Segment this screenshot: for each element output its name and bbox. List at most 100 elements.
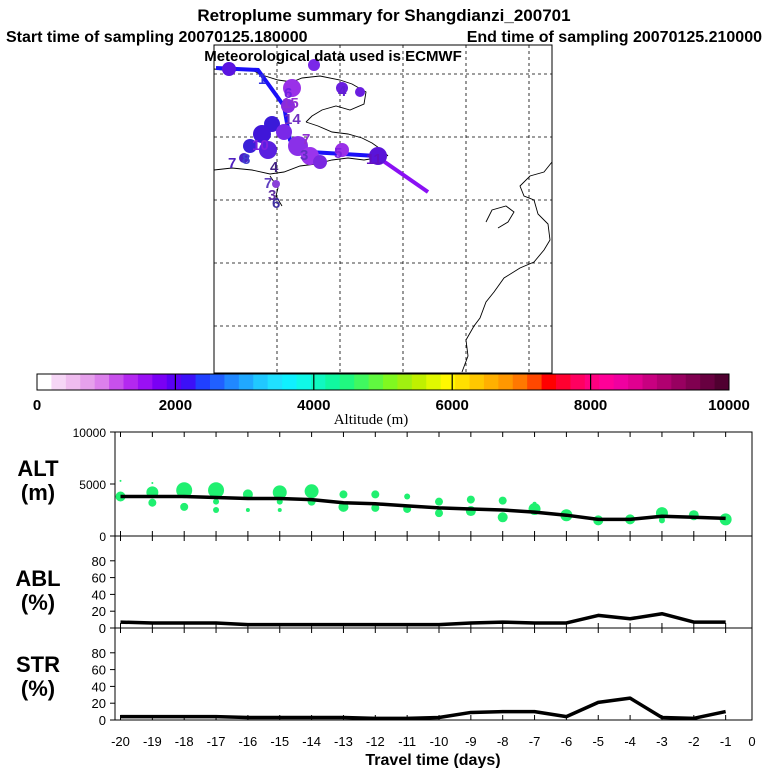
- alt-point: [404, 493, 411, 500]
- alt-point: [208, 482, 225, 499]
- alt-point: [435, 497, 443, 506]
- colorbar-tick-label: 4000: [297, 397, 330, 414]
- y-tick-label: 80: [92, 646, 106, 661]
- alt-unit: (m): [21, 480, 55, 505]
- plume-circle: [272, 180, 280, 188]
- colorbar-tick-label: 6000: [436, 397, 469, 414]
- y-tick-label: 5000: [79, 478, 106, 492]
- colorbar-swatch: [310, 374, 326, 390]
- alt-point: [213, 498, 220, 505]
- colorbar-swatch: [267, 374, 283, 390]
- day-label: 1: [258, 71, 266, 88]
- x-axis-title: Travel time (days): [365, 752, 500, 768]
- day-label: 7: [228, 155, 236, 172]
- colorbar-swatch: [426, 374, 442, 390]
- time-series-panels: ALT (m) ABL (%) STR (%): [15, 431, 753, 721]
- colorbar-swatch: [210, 374, 225, 390]
- plume-circle: [253, 125, 271, 143]
- colorbar-swatch: [368, 374, 384, 390]
- colorbar-swatch: [80, 374, 96, 390]
- alt-point: [371, 490, 380, 499]
- alt-point: [466, 495, 475, 504]
- alt-series: [115, 479, 732, 526]
- colorbar-tick-label: 8000: [574, 397, 607, 414]
- alt-line: [120, 494, 726, 522]
- map-panel: 1 6 4 7 8 5 3 11 10 4 7 6 3 14 15 7: [213, 44, 553, 374]
- x-tick-label: -17: [207, 734, 226, 749]
- colorbar-swatch: [584, 374, 600, 390]
- colorbar-swatch: [455, 374, 470, 390]
- plume-circle: [283, 79, 301, 97]
- y-tick-label: 10000: [73, 426, 107, 440]
- colorbar-tick-label: 2000: [159, 397, 192, 414]
- plume-circle: [336, 82, 348, 94]
- alt-point: [176, 482, 193, 499]
- colorbar-swatch: [181, 374, 197, 390]
- colorbar-frame: [36, 373, 730, 391]
- str-unit: (%): [21, 676, 55, 701]
- alt-point: [245, 508, 250, 512]
- day-label: 5: [334, 145, 342, 162]
- alt-panel-frame: [114, 431, 753, 537]
- altitude-colorbar: [36, 373, 730, 391]
- alt-point: [213, 507, 220, 513]
- colorbar-swatch: [642, 374, 658, 390]
- plume-circle: [369, 147, 387, 165]
- alt-point: [532, 501, 537, 506]
- x-tick-label: -2: [688, 734, 700, 749]
- x-tick-label: -1: [720, 734, 732, 749]
- x-tick-label: -3: [656, 734, 668, 749]
- colorbar-swatch: [65, 374, 81, 390]
- x-tick-label: -11: [398, 734, 416, 749]
- x-tick-label: -6: [561, 734, 573, 749]
- plume-circle: [222, 62, 236, 76]
- y-tick-label: 40: [92, 679, 106, 694]
- colorbar-swatch: [397, 374, 413, 390]
- map-frame: [213, 44, 553, 374]
- colorbar-swatch: [656, 374, 672, 390]
- day-label: 4: [270, 159, 279, 176]
- colorbar-swatch: [137, 374, 153, 390]
- colorbar-tick-label: 10000: [708, 397, 750, 414]
- y-tick-label: 0: [99, 530, 106, 544]
- x-tick-label: -19: [143, 734, 162, 749]
- y-tick-label: 40: [92, 587, 106, 602]
- start-time-label: Start time of sampling 20070125.180000: [6, 29, 308, 46]
- y-tick-label: 60: [92, 571, 106, 586]
- alt-point: [119, 479, 122, 482]
- x-tick-label: -4: [624, 734, 636, 749]
- x-tick-label: -12: [366, 734, 385, 749]
- x-tick-label: -15: [270, 734, 289, 749]
- colorbar-swatch: [512, 374, 528, 390]
- day-label: 7: [302, 131, 310, 148]
- alt-point: [371, 503, 380, 512]
- day-label: 3: [300, 147, 308, 164]
- colorbar-swatch: [685, 374, 701, 390]
- y-tick-label: 60: [92, 663, 106, 678]
- abl-unit: (%): [21, 590, 55, 615]
- alt-point: [658, 517, 665, 524]
- chart-title: Retroplume summary for Shangdianzi_20070…: [197, 6, 570, 25]
- colorbar-swatch: [238, 374, 254, 390]
- plume-circle: [239, 153, 249, 163]
- day-label: 8: [242, 151, 250, 168]
- x-tick-label: -13: [334, 734, 353, 749]
- str-label: STR: [16, 652, 60, 677]
- x-tick-label: -18: [175, 734, 194, 749]
- day-label: 11: [366, 151, 382, 168]
- x-tick-label: -14: [302, 734, 321, 749]
- alt-point: [339, 490, 348, 499]
- str-series: [120, 696, 727, 721]
- colorbar-swatch: [700, 374, 716, 390]
- day-label: 7: [264, 175, 272, 192]
- colorbar-swatch: [527, 374, 543, 390]
- colorbar-swatch: [613, 374, 629, 390]
- y-tick-label: 0: [99, 713, 106, 728]
- colorbar-tick-labels: 0 2000 4000 6000 8000 10000: [33, 397, 750, 414]
- x-tick-label: -7: [529, 734, 541, 749]
- colorbar-swatch: [628, 374, 643, 390]
- str-line: [120, 696, 727, 721]
- colorbar-swatch: [483, 374, 499, 390]
